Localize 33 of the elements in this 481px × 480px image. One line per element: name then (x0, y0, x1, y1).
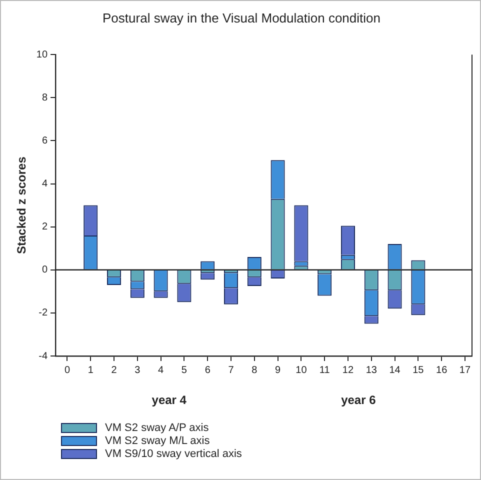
x-tick-label: 6 (204, 364, 211, 376)
x-tick-label: 8 (252, 364, 258, 376)
y-tick-label: -4 (38, 350, 48, 362)
x-tick-label: 0 (64, 364, 70, 376)
legend-label: VM S9/10 sway vertical axis (105, 448, 242, 460)
x-tick-label: 13 (366, 364, 378, 376)
y-tick-label: 0 (42, 264, 48, 276)
x-tick-label: 1 (88, 364, 94, 376)
x-tick-label: 9 (275, 364, 282, 376)
x-tick-label: 12 (342, 364, 354, 376)
y-axis-title: Stacked z scores (14, 156, 29, 254)
y-tick-label: 4 (42, 178, 48, 190)
x-tick-label: 7 (228, 364, 234, 376)
y-tick-label: 8 (42, 92, 48, 104)
x-tick-label: 4 (158, 364, 164, 376)
x-tick-label: 5 (181, 364, 188, 376)
x-tick-label: 10 (296, 364, 308, 376)
y-tick-label: 10 (36, 49, 48, 60)
x-tick-label: 15 (412, 364, 424, 376)
x-tick-label: 14 (389, 364, 401, 376)
chart-title: Postural sway in the Visual Modulation condition (102, 10, 380, 26)
text: year 6 (341, 393, 376, 407)
x-tick-label: 2 (111, 364, 118, 376)
legend-label: VM S2 sway M/L axis (105, 434, 210, 446)
text: year 4 (152, 393, 187, 407)
x-tick-label: 11 (319, 364, 330, 376)
y-tick-label: 2 (42, 222, 48, 233)
y-tick-label: -2 (38, 308, 48, 319)
x-tick-label: 17 (459, 364, 471, 376)
legend-label: VM S2 sway A/P axis (105, 422, 209, 434)
x-tick-label: 3 (134, 364, 141, 376)
x-tick-label: 16 (436, 364, 448, 376)
y-tick-label: 6 (42, 135, 48, 146)
